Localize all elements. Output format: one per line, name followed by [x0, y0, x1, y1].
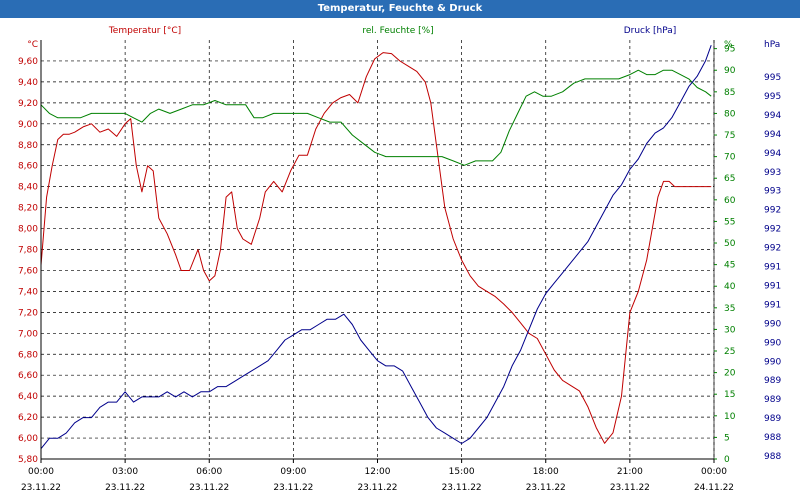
pressure-tick-label: 988: [764, 433, 781, 443]
time-tick-label: 15:00: [449, 467, 475, 477]
humidity-tick-label: 10: [724, 412, 736, 422]
humidity-tick-label: 30: [724, 325, 736, 335]
pressure-tick-label: 991: [764, 263, 781, 273]
humidity-tick-label: 60: [724, 196, 736, 206]
temperature-axis-title: Temperatur [°C]: [108, 26, 181, 36]
date-tick-label: 23.11.22: [273, 483, 313, 493]
pressure-tick-label: 990: [764, 319, 781, 329]
date-tick-label: 23.11.22: [610, 483, 650, 493]
pressure-tick-label: 988: [764, 452, 781, 462]
date-tick-label: 24.11.22: [694, 483, 734, 493]
pressure-tick-label: 990: [764, 357, 781, 367]
humidity-tick-label: 75: [724, 131, 735, 141]
time-tick-label: 09:00: [280, 467, 306, 477]
pressure-tick-label: 994: [764, 130, 781, 140]
pressure-tick-label: 994: [764, 111, 781, 121]
temperature-tick-label: 6,00: [18, 434, 38, 444]
pressure-tick-label: 992: [764, 225, 781, 235]
temperature-tick-label: 9,20: [18, 99, 38, 109]
grid-lines: [40, 40, 715, 460]
axis-titles: Temperatur [°C] rel. Feuchte [%] Druck [hP…: [108, 26, 676, 36]
pressure-tick-label: 989: [764, 414, 781, 424]
humidity-tick-label: 90: [724, 66, 736, 76]
humidity-tick-label: 70: [724, 153, 736, 163]
temperature-tick-label: 6,60: [18, 371, 38, 381]
series-line-temperature: [40, 52, 712, 444]
pressure-axis: 988 988 989 989 989 990 990 990 991 991 991 992 992 9…: [764, 40, 781, 462]
temperature-tick-label: 8,60: [18, 162, 38, 172]
time-tick-label: 21:00: [617, 467, 643, 477]
pressure-unit-label: hPa: [764, 40, 780, 50]
humidity-axis: 0 5 10 15 20 25 30 35 40 45 50 55 60 65 70 75 80 85 90 95%: [714, 40, 736, 465]
temperature-tick-label: 9,00: [18, 120, 38, 130]
date-tick-label: 23.11.22: [526, 483, 566, 493]
pressure-tick-label: 991: [764, 300, 781, 310]
date-tick-label: 23.11.22: [21, 483, 61, 493]
pressure-tick-label: 991: [764, 281, 781, 291]
temperature-tick-label: 8,00: [18, 225, 38, 235]
temperature-tick-label: 8,80: [18, 141, 38, 151]
time-axis: 00:00 23.11.22 03:00 23.11.22 06:00 23.11.22 0…: [21, 459, 734, 493]
pressure-tick-label: 992: [764, 244, 781, 254]
humidity-tick-label: 85: [724, 88, 735, 98]
temperature-tick-label: 6,40: [18, 392, 38, 402]
humidity-tick-label: 95: [724, 45, 735, 55]
humidity-tick-label: 65: [724, 174, 735, 184]
pressure-tick-label: 995: [764, 73, 781, 83]
humidity-tick-label: 0: [724, 455, 730, 465]
humidity-tick-label: 20: [724, 369, 736, 379]
pressure-tick-label: 989: [764, 395, 781, 405]
series-line-pressure: [40, 45, 712, 450]
time-tick-label: 00:00: [28, 467, 54, 477]
temperature-axis: 5,80 6,00 6,20 6,40 6,60 6,80 7,00 7,20 7,40 7,60…: [18, 40, 38, 465]
temperature-tick-label: 9,60: [18, 57, 38, 67]
date-tick-label: 23.11.22: [189, 483, 229, 493]
date-tick-label: 23.11.22: [442, 483, 482, 493]
pressure-tick-label: 993: [764, 187, 781, 197]
pressure-tick-label: 989: [764, 376, 781, 386]
temperature-tick-label: 5,80: [18, 455, 38, 465]
humidity-tick-label: 5: [724, 433, 730, 443]
chart-canvas: 5,80 6,00 6,20 6,40 6,60 6,80 7,00 7,20 7,40 7,60…: [18, 26, 781, 493]
humidity-tick-label: 35: [724, 304, 735, 314]
humidity-tick-label: 55: [724, 217, 735, 227]
series-lines: [40, 45, 712, 450]
chart-title: Temperatur, Feuchte & Druck: [0, 0, 800, 18]
temperature-tick-label: 7,40: [18, 287, 38, 297]
humidity-tick-label: 45: [724, 261, 735, 271]
time-tick-label: 06:00: [196, 467, 222, 477]
time-tick-label: 03:00: [112, 467, 138, 477]
humidity-axis-title: rel. Feuchte [%]: [362, 26, 433, 36]
temperature-tick-label: 7,00: [18, 329, 38, 339]
humidity-tick-label: 25: [724, 347, 735, 357]
pressure-tick-label: 994: [764, 149, 781, 159]
temperature-tick-label: 9,40: [18, 78, 38, 88]
humidity-unit-label: %: [724, 40, 733, 50]
temperature-tick-label: 6,80: [18, 350, 38, 360]
humidity-tick-label: 15: [724, 390, 735, 400]
pressure-tick-label: 993: [764, 168, 781, 178]
humidity-tick-label: 40: [724, 282, 736, 292]
temperature-unit-label: °C: [27, 40, 38, 50]
time-tick-label: 12:00: [365, 467, 391, 477]
pressure-tick-label: 995: [764, 92, 781, 102]
time-tick-label: 00:00: [701, 467, 727, 477]
time-tick-label: 18:00: [533, 467, 559, 477]
temperature-tick-label: 8,40: [18, 183, 38, 193]
pressure-axis-title: Druck [hPa]: [624, 26, 677, 36]
temperature-tick-label: 7,20: [18, 308, 38, 318]
date-tick-label: 23.11.22: [357, 483, 397, 493]
series-line-humidity: [40, 69, 712, 166]
date-tick-label: 23.11.22: [105, 483, 145, 493]
pressure-tick-label: 990: [764, 338, 781, 348]
humidity-tick-label: 50: [724, 239, 736, 249]
temperature-tick-label: 7,80: [18, 246, 38, 256]
temperature-tick-label: 6,20: [18, 413, 38, 423]
temperature-tick-label: 7,60: [18, 266, 38, 276]
pressure-tick-label: 992: [764, 206, 781, 216]
temperature-tick-label: 8,20: [18, 204, 38, 214]
humidity-tick-label: 80: [724, 109, 736, 119]
